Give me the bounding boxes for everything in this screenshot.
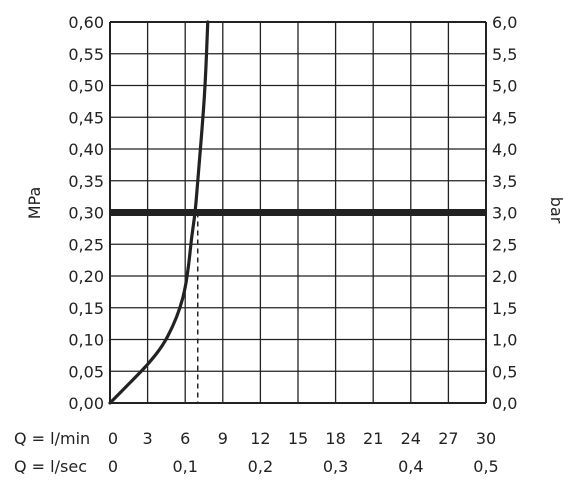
y-right-tick-label: 6,0	[492, 13, 517, 32]
y-left-tick-label: 0,05	[68, 362, 104, 381]
x-tick-label-lmin: 27	[438, 429, 458, 448]
y-left-tick-label: 0,50	[68, 77, 104, 96]
x-row-label-lmin: Q = l/min	[14, 429, 90, 448]
y-left-tick-label: 0,45	[68, 108, 104, 127]
x-tick-label-lmin: 9	[218, 429, 228, 448]
y-right-axis-label: bar	[547, 197, 566, 224]
y-left-tick-label: 0,60	[68, 13, 104, 32]
y-right-tick-label: 4,0	[492, 140, 517, 159]
x-tick-label-lmin: 18	[325, 429, 345, 448]
x-tick-label-lmin: 30	[476, 429, 496, 448]
x-tick-label-lmin: 24	[401, 429, 421, 448]
y-left-tick-label: 0,00	[68, 394, 104, 413]
x-tick-label-lmin: 6	[180, 429, 190, 448]
y-right-tick-label: 1,5	[492, 299, 517, 318]
y-left-tick-label: 0,55	[68, 45, 104, 64]
x-tick-label-lsec: 0	[108, 457, 118, 476]
x-tick-label-lsec: 0,1	[172, 457, 197, 476]
y-left-tick-label: 0,15	[68, 299, 104, 318]
y-left-axis-label: MPa	[25, 187, 44, 220]
y-left-tick-label: 0,10	[68, 331, 104, 350]
x-tick-label-lmin: 3	[143, 429, 153, 448]
y-left-tick-label: 0,35	[68, 172, 104, 191]
x-tick-label-lsec: 0,3	[323, 457, 348, 476]
x-tick-label-lmin: 21	[363, 429, 383, 448]
x-tick-label-lsec: 0,2	[248, 457, 273, 476]
x-tick-label-lsec: 0,4	[398, 457, 423, 476]
y-left-tick-label: 0,20	[68, 267, 104, 286]
x-axis-ticks-lmin: 0 3 6 9 12 15 18 21 24 27 30	[108, 429, 496, 448]
y-left-tick-label: 0,30	[68, 204, 104, 223]
x-tick-label-lmin: 0	[108, 429, 118, 448]
y-right-tick-label: 5,0	[492, 77, 517, 96]
right-axis-ticks: 0,0 0,5 1,0 1,5 2,0 2,5 3,0 3,5 4,0 4,5 5,0 5,5 6,0	[492, 13, 517, 413]
left-axis-ticks: 0,00 0,05 0,10 0,15 0,20 0,25 0,30 0,35 0,40 0,45…	[68, 13, 104, 413]
y-right-tick-label: 5,5	[492, 45, 517, 64]
y-right-tick-label: 0,5	[492, 362, 517, 381]
series-curve	[108, 20, 210, 405]
x-axis-ticks-lsec: 0 0,1 0,2 0,3 0,4 0,5	[108, 457, 499, 476]
y-left-tick-label: 0,25	[68, 235, 104, 254]
x-tick-label-lsec: 0,5	[473, 457, 498, 476]
y-right-tick-label: 3,5	[492, 172, 517, 191]
y-right-tick-label: 0,0	[492, 394, 517, 413]
y-right-tick-label: 4,5	[492, 108, 517, 127]
y-right-tick-label: 1,0	[492, 331, 517, 350]
reference-lines	[110, 209, 486, 403]
y-right-tick-label: 3,0	[492, 204, 517, 223]
y-right-tick-label: 2,0	[492, 267, 517, 286]
x-tick-label-lmin: 15	[288, 429, 308, 448]
x-row-label-lsec: Q = l/sec	[14, 457, 87, 476]
y-left-tick-label: 0,40	[68, 140, 104, 159]
y-right-tick-label: 2,5	[492, 235, 517, 254]
x-tick-label-lmin: 12	[250, 429, 270, 448]
